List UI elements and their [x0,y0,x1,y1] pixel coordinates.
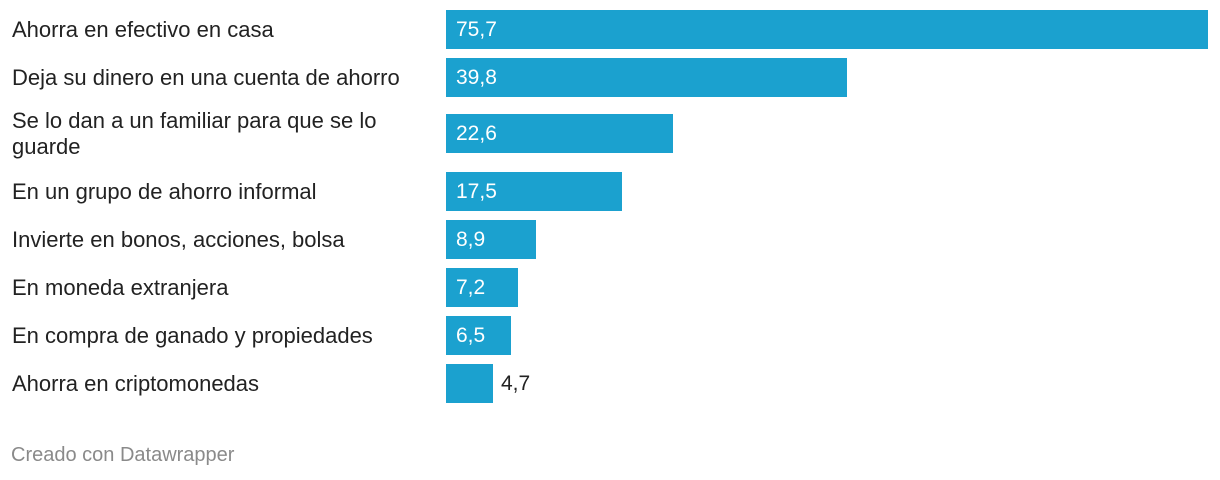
bar [446,114,673,153]
bar [446,364,493,403]
bar [446,58,847,97]
category-label: En un grupo de ahorro informal [12,178,317,204]
value-label: 8,9 [456,227,486,251]
bar [446,316,511,355]
bar [446,10,1208,49]
category-label: En moneda extranjera [12,274,229,300]
bar [446,220,536,259]
value-label: 4,7 [501,371,531,395]
value-label: 17,5 [456,179,497,203]
category-label: En compra de ganado y propiedades [12,322,373,348]
bar [446,268,518,307]
category-label: Deja su dinero en una cuenta de ahorro [12,64,400,90]
bar [446,172,622,211]
datawrapper-credit[interactable]: Creado con Datawrapper [11,444,235,466]
value-label: 6,5 [456,323,486,347]
value-label: 7,2 [456,275,486,299]
value-label: 75,7 [456,17,497,41]
bar-chart: Ahorra en efectivo en casa 75,7 Deja su di… [12,10,1208,403]
category-label: Se lo dan a un familiar para que se lo g… [12,107,377,159]
category-label: Invierte en bonos, acciones, bolsa [12,226,345,252]
category-label: Ahorra en efectivo en casa [12,16,274,42]
value-label: 39,8 [456,65,497,89]
value-label: 22,6 [456,121,497,145]
category-label: Ahorra en criptomonedas [12,370,260,396]
